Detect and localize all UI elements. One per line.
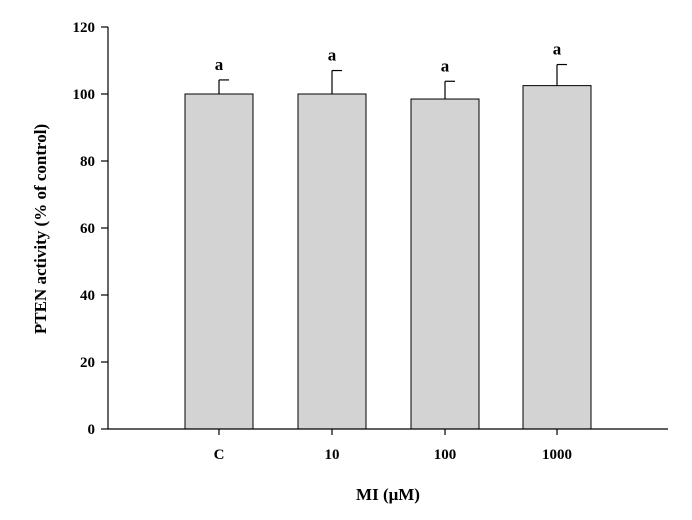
x-tick-label-100: 100	[434, 447, 457, 463]
x-tick-label-1000: 1000	[542, 447, 572, 463]
significance-label-10: a	[328, 46, 337, 65]
bars-layer	[184, 85, 592, 430]
y-tick-label-40: 40	[80, 288, 95, 304]
y-tick-label-80: 80	[80, 154, 95, 170]
bar-C	[184, 93, 254, 430]
y-tick-label-0: 0	[88, 422, 96, 438]
bar-1000	[522, 85, 592, 430]
x-axis-title: MI (μM)	[356, 485, 420, 504]
y-tick-label-60: 60	[80, 221, 95, 237]
significance-label-C: a	[215, 55, 224, 74]
x-tick-label-10: 10	[325, 447, 340, 463]
axes-layer	[101, 26, 668, 435]
y-tick-label-100: 100	[73, 87, 96, 103]
bar-10	[297, 93, 367, 430]
labels-layer: a a a a 0 20 40 60 80 100 120 C 10 100 1000	[73, 20, 573, 463]
x-tick-label-C: C	[214, 447, 225, 463]
y-axis-title: PTEN activity (% of control)	[31, 124, 50, 334]
y-tick-label-120: 120	[73, 20, 96, 36]
error-bars-layer	[218, 63, 567, 100]
significance-label-1000: a	[553, 40, 562, 59]
y-tick-label-20: 20	[80, 355, 95, 371]
bar-100	[410, 98, 480, 430]
significance-label-100: a	[441, 56, 450, 75]
